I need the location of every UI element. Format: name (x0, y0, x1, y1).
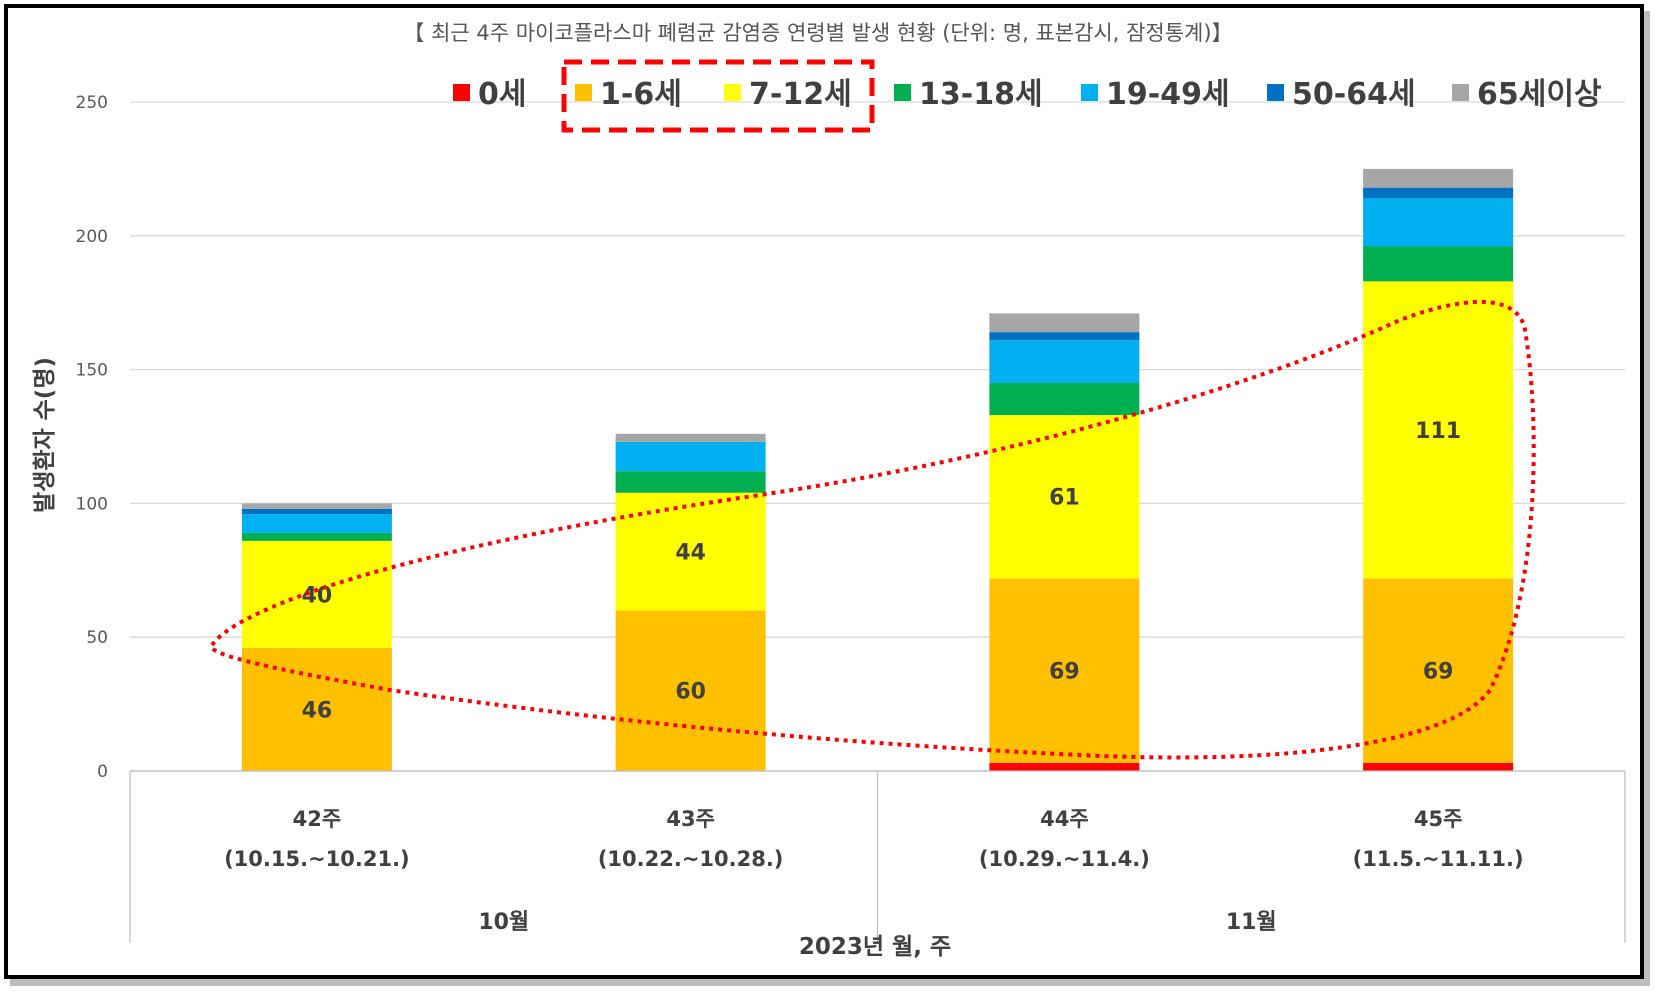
legend-swatch (1081, 84, 1098, 101)
bar-segment (615, 471, 766, 493)
bar-segment (989, 313, 1140, 333)
bar-segment (989, 382, 1140, 416)
data-label: 60 (675, 680, 706, 705)
x-tick-label-range: (10.22.~10.28.) (598, 847, 784, 871)
bar-segment (241, 514, 392, 533)
data-label: 61 (1049, 486, 1080, 511)
legend-swatch (453, 84, 470, 101)
legend-label: 65세이상 (1477, 77, 1602, 112)
data-label: 69 (1049, 660, 1080, 685)
bar-segment (1363, 198, 1514, 247)
y-axis-ticks: 0 50 100 150 200 250 (76, 93, 108, 782)
legend-label: 7-12세 (749, 77, 852, 112)
bar-segment (241, 508, 392, 515)
x-tick-label-week: 44주 (1040, 807, 1089, 831)
legend-swatch (1267, 84, 1284, 101)
legend-swatch (724, 84, 741, 101)
bar-segment (989, 332, 1140, 341)
legend: 0세 1-6세 7-12세 13-18세 19-49세 50-64세 65세이상 (453, 77, 1602, 112)
legend-label: 19-49세 (1106, 77, 1230, 112)
bars (241, 168, 1514, 771)
bar-segment (1363, 168, 1514, 188)
bar-segment (615, 433, 766, 442)
y-tick-label: 250 (76, 93, 108, 113)
data-label: 46 (302, 698, 333, 723)
legend-label: 0세 (478, 77, 526, 112)
y-tick-label: 150 (76, 361, 108, 381)
x-tick-label-week: 45주 (1414, 807, 1463, 831)
highlight-ellipse (209, 299, 1536, 760)
x-month-label: 10월 (478, 910, 529, 935)
bar-segment (615, 610, 766, 771)
legend-swatch (575, 84, 592, 101)
bar-segment (1363, 578, 1514, 763)
bar-segment (989, 415, 1140, 579)
legend-swatch (1452, 84, 1469, 101)
bar-segment (1363, 762, 1514, 771)
x-tick-label-week: 43주 (666, 807, 715, 831)
bar-segment (989, 340, 1140, 383)
bar-segment (1363, 187, 1514, 199)
data-label: 69 (1423, 660, 1454, 685)
chart-title: 【 최근 4주 마이코플라스마 폐렴균 감염증 연령별 발생 현황 (단위: 명… (403, 21, 1232, 45)
bar-segment (615, 441, 766, 472)
data-label: 111 (1415, 419, 1461, 444)
x-tick-label-range: (11.5.~11.11.) (1353, 847, 1524, 871)
x-axis-label: 2023년 월, 주 (799, 934, 951, 960)
y-tick-label: 100 (76, 494, 108, 514)
legend-label: 13-18세 (919, 77, 1043, 112)
y-tick-label: 0 (97, 762, 108, 782)
y-tick-label: 200 (76, 227, 108, 247)
bar-segment (989, 578, 1140, 763)
bar-segment (241, 647, 392, 771)
bar-segment (241, 503, 392, 509)
y-axis-label: 발생환자 수(명) (32, 357, 58, 513)
x-tick-label-week: 42주 (293, 807, 342, 831)
bar-segment (1363, 246, 1514, 282)
bar-segment (241, 540, 392, 648)
y-tick-label: 50 (86, 628, 108, 648)
x-tick-label-range: (10.15.~10.21.) (224, 847, 410, 871)
data-label: 44 (675, 541, 706, 566)
bar-segment (241, 532, 392, 541)
x-month-label: 11월 (1226, 910, 1277, 935)
bar-segment (1363, 281, 1514, 579)
x-axis: 42주 (10.15.~10.21.) 43주 (10.22.~10.28.) 44주 (… (129, 770, 1626, 943)
legend-label: 50-64세 (1292, 77, 1416, 112)
legend-swatch (894, 84, 911, 101)
data-labels: 46 40 60 44 69 61 69 111 (302, 419, 1462, 724)
bar-segment (989, 762, 1140, 771)
x-tick-label-range: (10.29.~11.4.) (979, 847, 1150, 871)
data-label: 40 (302, 583, 333, 608)
legend-label: 1-6세 (600, 77, 682, 112)
legend-highlight-box (561, 59, 875, 133)
